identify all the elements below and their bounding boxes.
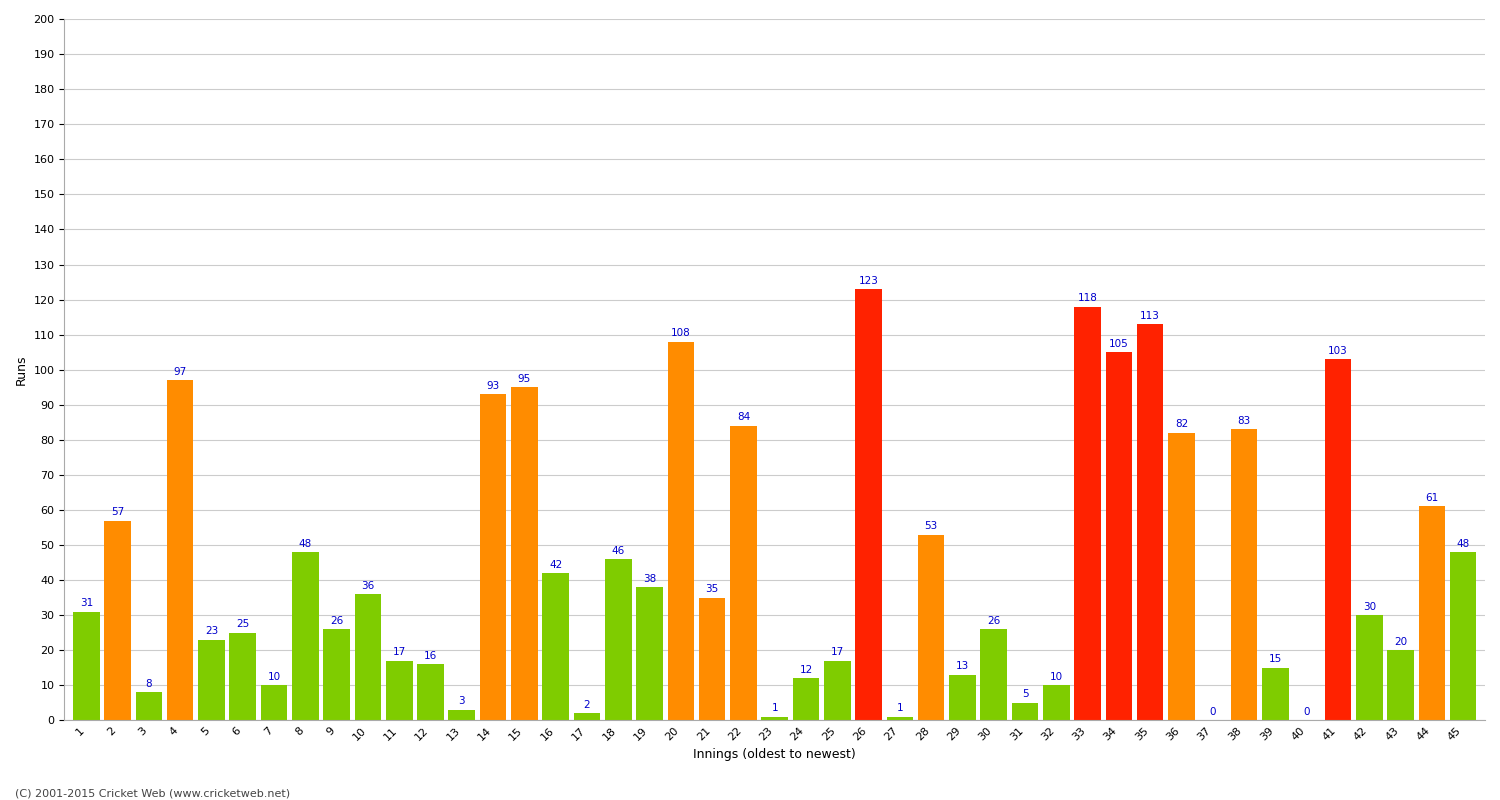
Text: 20: 20 <box>1394 637 1407 646</box>
Text: 36: 36 <box>362 581 375 590</box>
Text: 3: 3 <box>459 697 465 706</box>
Text: 108: 108 <box>670 328 690 338</box>
Text: 1: 1 <box>897 703 903 714</box>
Y-axis label: Runs: Runs <box>15 354 28 385</box>
Bar <box>1074 306 1101 721</box>
Bar <box>1168 433 1196 721</box>
Text: 61: 61 <box>1425 493 1438 503</box>
Text: 17: 17 <box>393 647 406 658</box>
Text: 25: 25 <box>236 619 249 630</box>
Bar <box>668 342 694 721</box>
Bar <box>1042 686 1070 721</box>
Bar <box>762 717 788 721</box>
Text: 105: 105 <box>1108 338 1130 349</box>
Text: 10: 10 <box>267 672 280 682</box>
Bar <box>1419 506 1444 721</box>
Text: 0: 0 <box>1304 707 1310 717</box>
Bar <box>604 559 631 721</box>
Bar <box>950 675 975 721</box>
Bar <box>855 289 882 721</box>
Bar <box>105 521 130 721</box>
Text: 31: 31 <box>80 598 93 608</box>
Bar <box>1450 552 1476 721</box>
Text: (C) 2001-2015 Cricket Web (www.cricketweb.net): (C) 2001-2015 Cricket Web (www.cricketwe… <box>15 788 290 798</box>
Bar <box>636 587 663 721</box>
Bar <box>74 612 99 721</box>
Bar <box>824 661 850 721</box>
Bar <box>480 394 507 721</box>
Bar <box>699 598 726 721</box>
Bar <box>1011 703 1038 721</box>
Text: 8: 8 <box>146 679 152 689</box>
Text: 82: 82 <box>1174 419 1188 430</box>
Text: 16: 16 <box>424 651 436 661</box>
Text: 30: 30 <box>1362 602 1376 612</box>
Text: 2: 2 <box>584 700 591 710</box>
Text: 5: 5 <box>1022 690 1029 699</box>
Text: 26: 26 <box>987 616 1000 626</box>
Bar <box>261 686 288 721</box>
Text: 113: 113 <box>1140 310 1160 321</box>
Bar <box>730 426 756 721</box>
Text: 123: 123 <box>858 275 879 286</box>
Text: 103: 103 <box>1328 346 1348 356</box>
Bar <box>292 552 318 721</box>
Bar <box>1324 359 1352 721</box>
Text: 118: 118 <box>1077 293 1098 303</box>
Text: 84: 84 <box>736 412 750 422</box>
Text: 57: 57 <box>111 507 125 517</box>
Bar <box>1232 430 1257 721</box>
Text: 10: 10 <box>1050 672 1064 682</box>
Bar <box>981 630 1006 721</box>
Text: 0: 0 <box>1209 707 1216 717</box>
Bar <box>448 710 476 721</box>
Text: 12: 12 <box>800 665 813 675</box>
Bar <box>354 594 381 721</box>
Bar <box>543 573 568 721</box>
Text: 48: 48 <box>298 538 312 549</box>
Bar <box>324 630 350 721</box>
Text: 35: 35 <box>705 584 718 594</box>
Bar <box>166 380 194 721</box>
Bar <box>1356 615 1383 721</box>
Bar <box>1388 650 1414 721</box>
Text: 23: 23 <box>206 626 218 636</box>
Text: 97: 97 <box>174 366 188 377</box>
Bar <box>1262 668 1288 721</box>
Text: 1: 1 <box>771 703 778 714</box>
Text: 48: 48 <box>1456 538 1470 549</box>
Bar <box>573 714 600 721</box>
Bar <box>1137 324 1164 721</box>
Bar <box>135 692 162 721</box>
Bar <box>918 534 945 721</box>
Text: 95: 95 <box>518 374 531 384</box>
Bar <box>1106 352 1132 721</box>
Text: 38: 38 <box>644 574 656 584</box>
Bar <box>198 640 225 721</box>
Bar <box>230 633 256 721</box>
Bar <box>886 717 914 721</box>
Text: 42: 42 <box>549 560 562 570</box>
Text: 93: 93 <box>486 381 500 390</box>
Text: 53: 53 <box>924 521 938 531</box>
Text: 13: 13 <box>956 662 969 671</box>
Text: 17: 17 <box>831 647 844 658</box>
Bar <box>792 678 819 721</box>
Text: 26: 26 <box>330 616 344 626</box>
Bar <box>417 664 444 721</box>
Text: 83: 83 <box>1238 416 1251 426</box>
Text: 46: 46 <box>612 546 626 555</box>
Bar <box>386 661 412 721</box>
Text: 15: 15 <box>1269 654 1282 664</box>
Bar <box>512 387 537 721</box>
X-axis label: Innings (oldest to newest): Innings (oldest to newest) <box>693 748 856 761</box>
